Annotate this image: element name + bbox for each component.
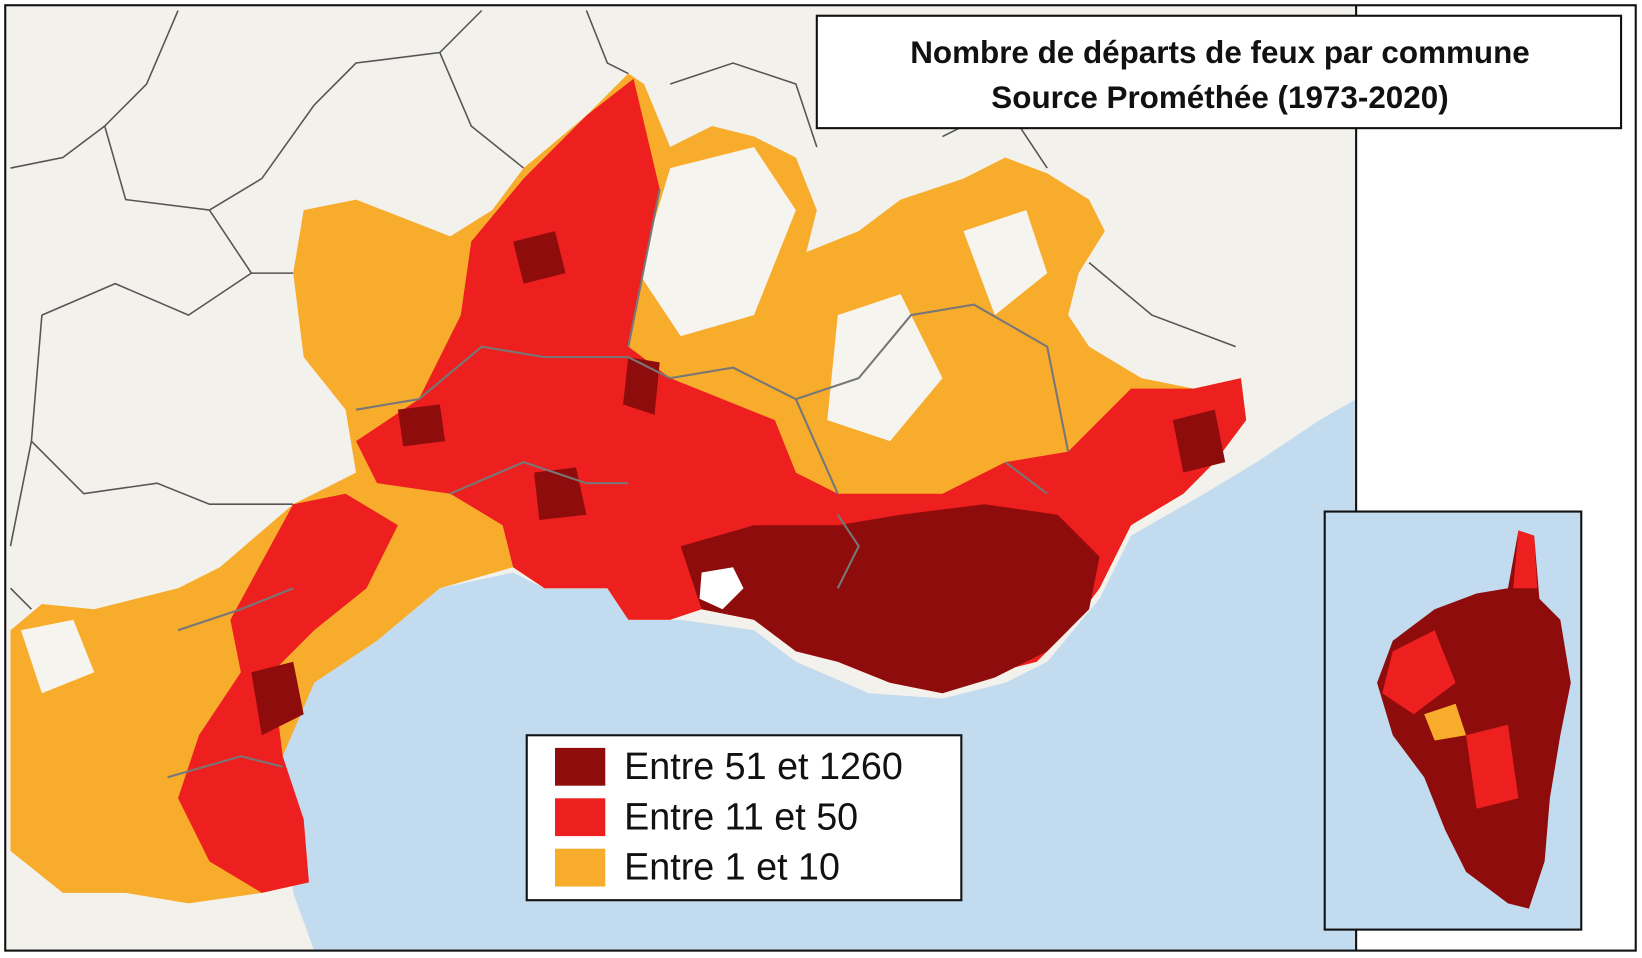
region-high <box>680 504 1100 694</box>
legend-swatch <box>555 798 606 837</box>
legend-label: Entre 1 et 10 <box>624 846 840 888</box>
title-line: Nombre de départs de feux par commune <box>910 35 1530 70</box>
legend-swatch <box>555 848 606 887</box>
legend-label: Entre 11 et 50 <box>624 795 858 837</box>
department-boundaries <box>167 188 1070 779</box>
corsica-patches <box>1382 530 1538 809</box>
corsica-low <box>1424 703 1467 741</box>
high-patches <box>251 231 1226 736</box>
unburnt-coast <box>699 567 744 610</box>
corsica <box>1377 530 1571 909</box>
title-line: Source Prométhée (1973-2020) <box>991 80 1448 115</box>
legend: Entre 51 et 1260 Entre 11 et 50 Entre 1 et… <box>555 745 903 888</box>
legend-label: Entre 51 et 1260 <box>624 745 903 787</box>
frame <box>4 4 1637 952</box>
unburnt-patches <box>20 147 1048 694</box>
region-mid-west <box>178 493 398 893</box>
title-box <box>815 14 1623 130</box>
legend-swatch <box>555 747 606 786</box>
